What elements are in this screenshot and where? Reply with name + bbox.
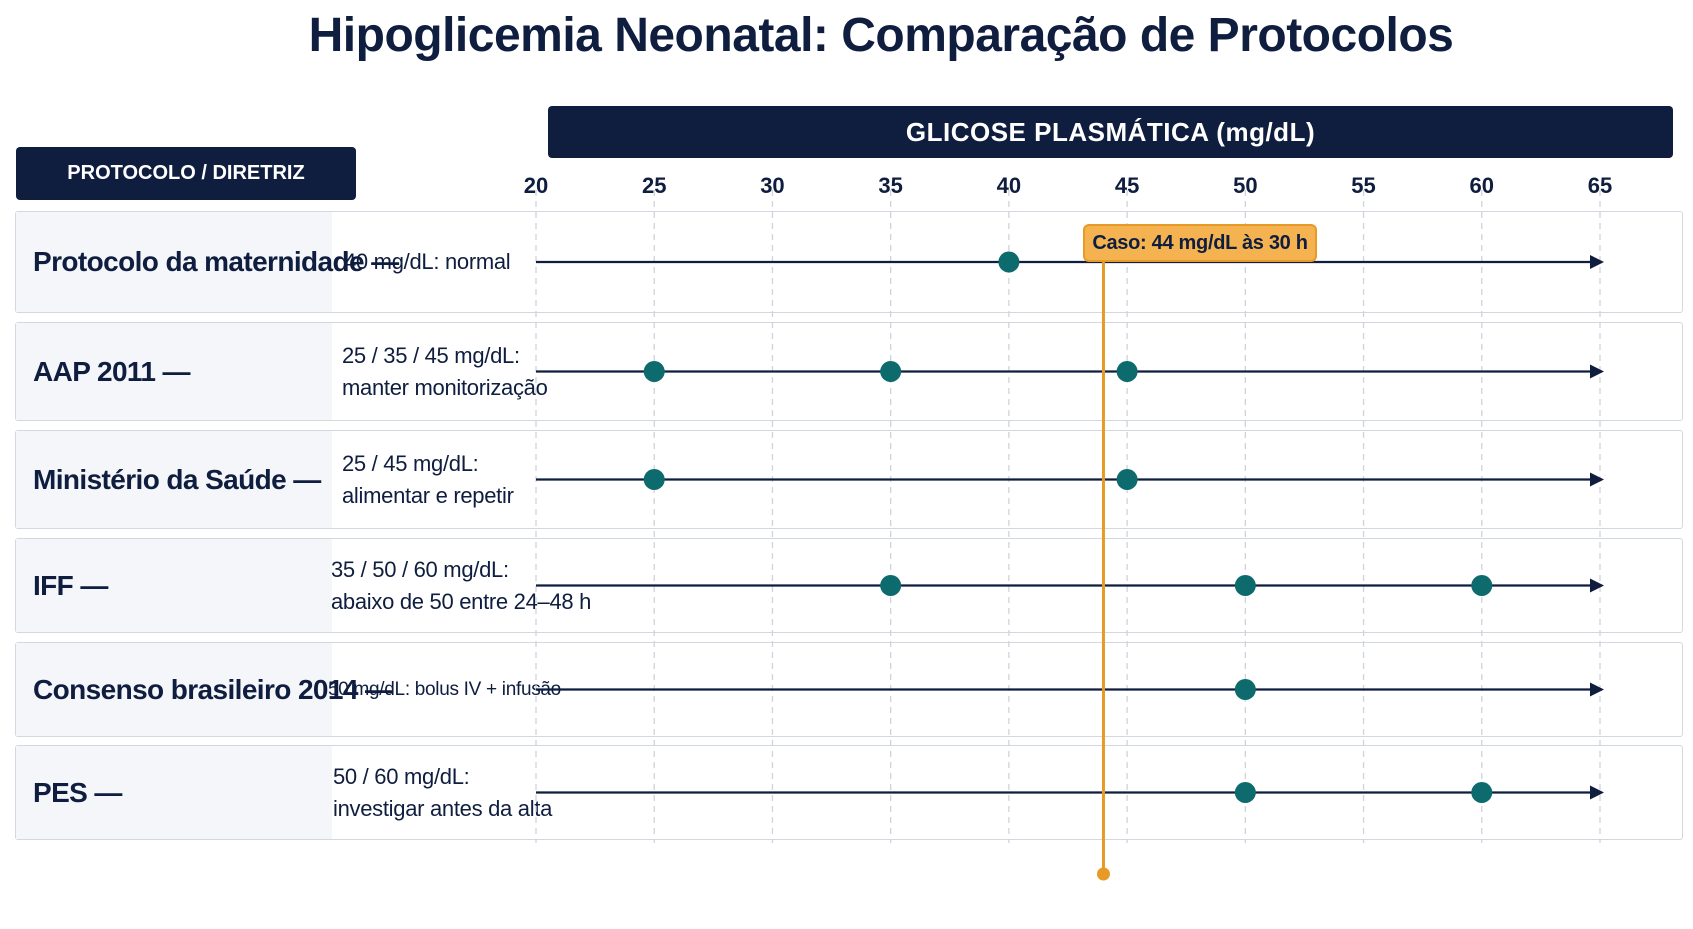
chart-title: Hipoglicemia Neonatal: Comparação de Pro… (308, 9, 1454, 62)
x-tick-label: 50 (1233, 173, 1258, 198)
x-tick-label: 40 (996, 173, 1022, 198)
row-label-panel (16, 539, 332, 632)
protocol-row: AAP 2011 — 25 / 35 / 45 mg/dL: manter mon… (15, 322, 1683, 421)
protocol-row: Protocolo da maternidade —40 mg/dL: norm… (15, 211, 1683, 313)
protocol-threshold-description: 50 / 60 mg/dL: investigar antes da alta (333, 763, 553, 821)
x-axis-label: GLICOSE PLASMÁTICA (mg/dL) (548, 106, 1673, 158)
row-label-panel (16, 746, 332, 839)
row-label-panel (16, 212, 332, 312)
x-tick-label: 45 (1114, 173, 1140, 198)
protocol-threshold-description: 40 mg/dL: normal (344, 249, 511, 274)
x-tick-label: 60 (1469, 173, 1494, 198)
protocol-name: AAP 2011 — (33, 355, 191, 387)
protocol-name: PES — (33, 776, 122, 808)
row-label-panel (16, 323, 332, 420)
protocol-threshold-description: 25 / 35 / 45 mg/dL: manter monitorização (342, 342, 548, 400)
protocol-threshold-description: 35 / 50 / 60 mg/dL: abaixo de 50 entre 2… (331, 556, 592, 614)
protocol-row: IFF — 35 / 50 / 60 mg/dL: abaixo de 50 en… (15, 538, 1683, 633)
protocol-row: Ministério da Saúde — 25 / 45 mg/dL: alim… (15, 430, 1683, 529)
row-label-panel (16, 643, 332, 736)
protocol-name: Consenso brasileiro 2014 — (33, 673, 393, 705)
protocol-column-header: PROTOCOLO / DIRETRIZ (16, 147, 356, 200)
protocol-name: IFF — (33, 569, 108, 601)
row-label-panel (16, 431, 332, 528)
protocol-threshold-description: 50 mg/dL: bolus IV + infusão (328, 678, 561, 700)
x-tick-label: 65 (1587, 173, 1613, 198)
protocol-row: PES — 50 / 60 mg/dL: investigar antes da … (15, 745, 1683, 840)
protocol-name: Ministério da Saúde — (33, 463, 321, 495)
protocol-name: Protocolo da maternidade — (33, 246, 399, 277)
x-tick-label: 25 (641, 173, 667, 198)
x-tick-label: 35 (878, 173, 903, 198)
case-annotation-label: Caso: 44 mg/dL às 30 h (1083, 224, 1317, 262)
x-tick-label: 55 (1351, 173, 1376, 198)
x-tick-label: 20 (523, 173, 549, 198)
protocol-row: Consenso brasileiro 2014 —50 mg/dL: bolu… (15, 642, 1683, 737)
protocol-threshold-description: 25 / 45 mg/dL: alimentar e repetir (342, 450, 514, 508)
x-tick-label: 30 (760, 173, 785, 198)
case-marker-end (1096, 867, 1110, 881)
